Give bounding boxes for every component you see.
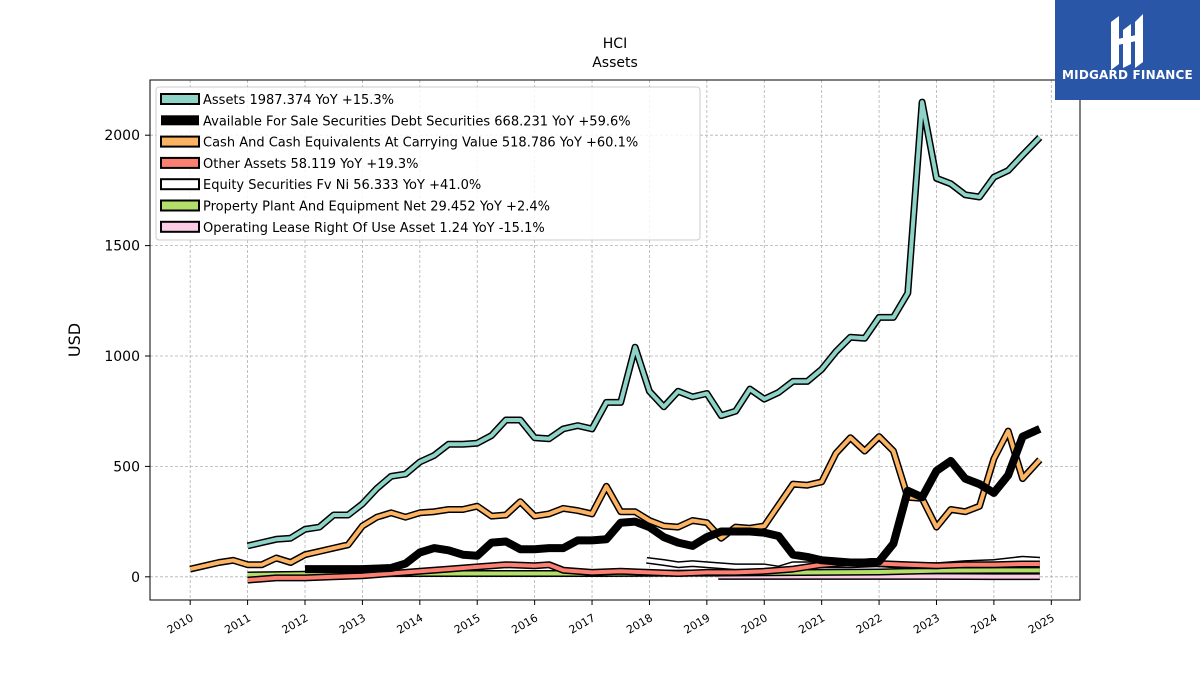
y-tick-label: 500 bbox=[113, 459, 140, 475]
series-2 bbox=[189, 427, 1043, 573]
legend-swatch bbox=[160, 199, 200, 212]
x-tick-label: 2014 bbox=[395, 611, 426, 636]
logo-text: MIDGARD FINANCE bbox=[1062, 68, 1193, 82]
x-tick-label: 2010 bbox=[165, 611, 196, 636]
y-axis-label: USD bbox=[65, 323, 84, 357]
x-tick-label: 2020 bbox=[739, 611, 770, 636]
x-tick-label: 2018 bbox=[624, 611, 655, 636]
legend-swatch bbox=[160, 93, 200, 105]
series-3 bbox=[247, 559, 1040, 584]
series-line bbox=[247, 560, 1040, 583]
x-tick-label: 2025 bbox=[1026, 611, 1057, 636]
legend-box bbox=[155, 86, 701, 241]
legend-entry: Cash And Cash Equivalents At Carrying Va… bbox=[203, 136, 638, 151]
legend-entry: Equity Securities Fv Ni 56.333 YoY +41.0… bbox=[203, 178, 481, 193]
legend-swatch bbox=[160, 220, 200, 233]
x-tick-label: 2024 bbox=[969, 611, 1000, 636]
x-tick-label: 2022 bbox=[854, 611, 885, 636]
logo: MIDGARD FINANCE bbox=[1055, 0, 1200, 100]
legend-entry: Operating Lease Right Of Use Asset 1.24 … bbox=[203, 221, 545, 236]
legend: Assets 1987.374 YoY +15.3% Available For … bbox=[155, 86, 701, 241]
plot-frame bbox=[149, 79, 1081, 601]
chart-subtitle: Assets bbox=[592, 55, 638, 71]
series-layer bbox=[189, 98, 1043, 584]
y-tick-label: 1000 bbox=[104, 349, 140, 365]
x-tick-label: 2019 bbox=[682, 611, 713, 636]
x-tick-label: 2016 bbox=[509, 611, 540, 636]
legend-entry: Property Plant And Equipment Net 29.452 … bbox=[203, 200, 550, 215]
x-tick-label: 2013 bbox=[337, 611, 368, 636]
series-line bbox=[247, 100, 1042, 548]
legend-entry: Assets 1987.374 YoY +15.3% bbox=[203, 93, 394, 108]
x-tick-label: 2012 bbox=[280, 611, 311, 636]
x-axis: 2010 2011 2012 2013 2014 2015 2016 2017 2018 2019… bbox=[165, 600, 1057, 637]
legend-entry: Available For Sale Securities Debt Secur… bbox=[203, 114, 631, 129]
y-tick-label: 0 bbox=[131, 570, 140, 586]
legend-entry: Other Assets 58.119 YoY +19.3% bbox=[203, 157, 419, 172]
y-tick-label: 2000 bbox=[104, 128, 140, 144]
y-axis: 0 500 1000 1500 2000 bbox=[104, 128, 150, 586]
x-tick-label: 2011 bbox=[222, 611, 253, 636]
x-tick-label: 2023 bbox=[911, 611, 942, 636]
legend-swatch bbox=[161, 115, 199, 126]
legend-swatch bbox=[160, 178, 200, 191]
x-tick-label: 2021 bbox=[796, 611, 827, 636]
series-line bbox=[189, 429, 1042, 572]
y-tick-label: 1500 bbox=[104, 239, 140, 255]
chart-title: HCI bbox=[603, 36, 627, 52]
series-1 bbox=[305, 425, 1042, 574]
legend-swatch bbox=[160, 156, 200, 169]
series-0 bbox=[246, 98, 1043, 550]
x-tick-label: 2017 bbox=[567, 611, 598, 636]
series-line bbox=[305, 425, 1042, 574]
x-tick-label: 2015 bbox=[452, 611, 483, 636]
logo-mark-icon bbox=[1111, 14, 1143, 70]
legend-swatch bbox=[160, 135, 200, 148]
